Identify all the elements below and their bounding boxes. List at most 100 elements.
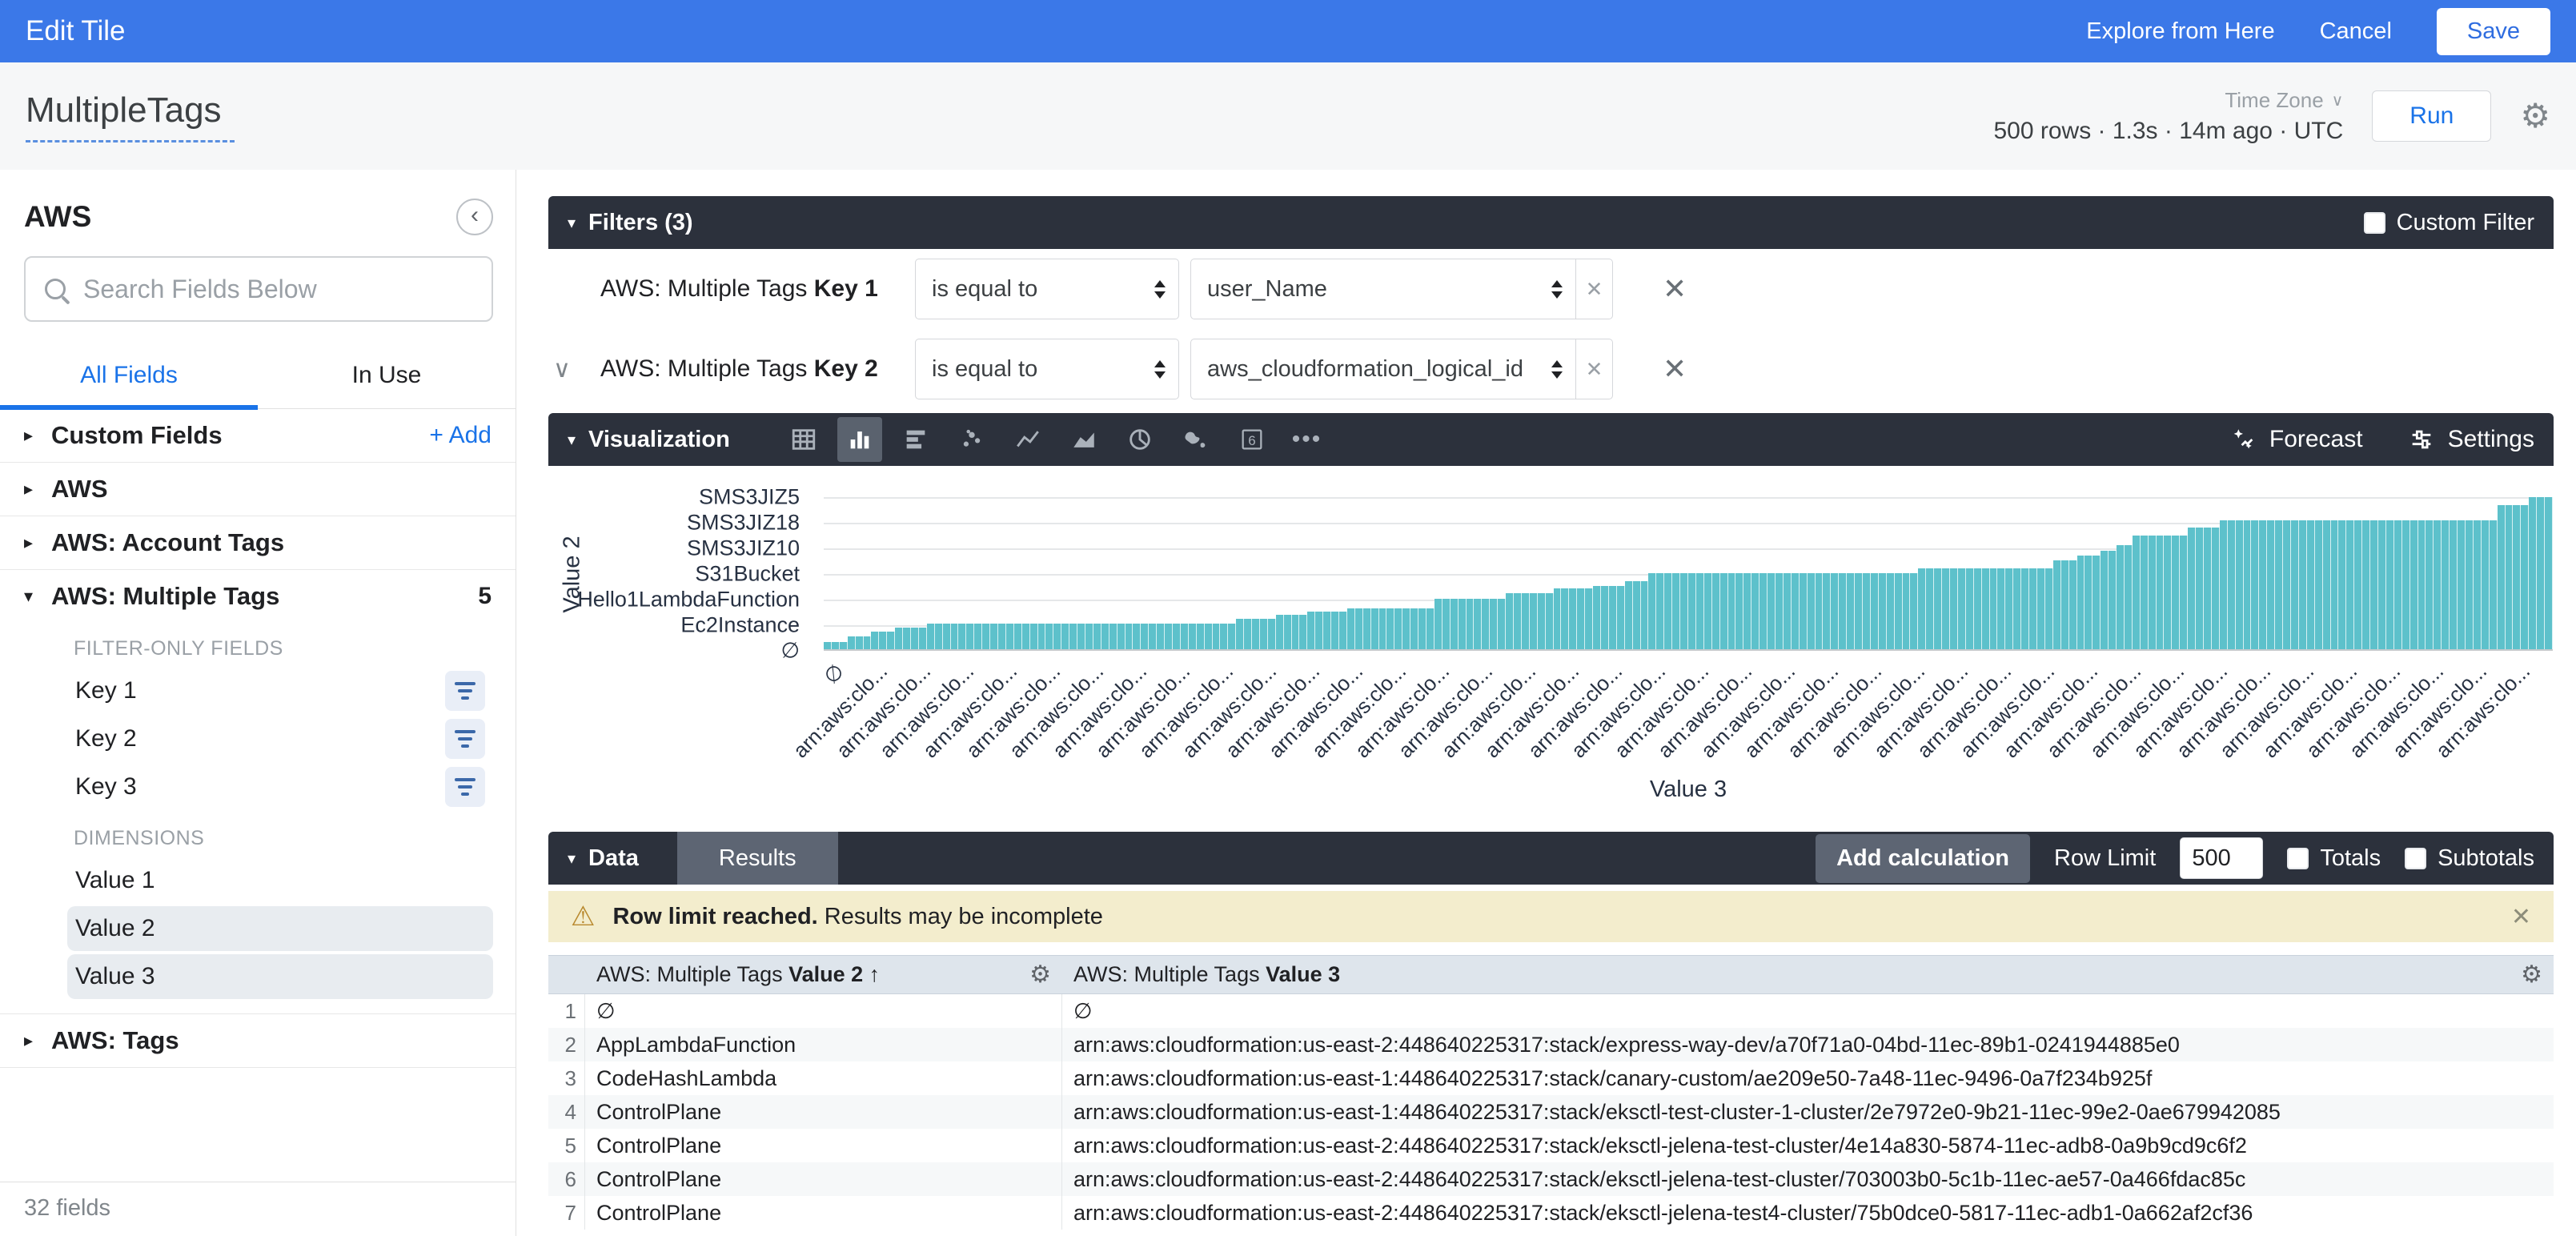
chart-bar[interactable]	[1331, 612, 1339, 650]
chart-bar[interactable]	[2251, 520, 2259, 650]
chart-bar[interactable]	[832, 642, 840, 650]
chart-bar[interactable]	[1728, 573, 1736, 649]
chart-bar[interactable]	[1688, 573, 1696, 649]
custom-filter-toggle[interactable]: Custom Filter	[2364, 210, 2534, 236]
chart-bar[interactable]	[2410, 520, 2418, 650]
chart-bar[interactable]	[2506, 505, 2514, 650]
chart-bar[interactable]	[895, 628, 903, 649]
chart-bar[interactable]	[2482, 520, 2490, 650]
run-button[interactable]: Run	[2372, 90, 2491, 142]
chart-bar[interactable]	[1418, 608, 1426, 649]
dismiss-warning-button[interactable]: ✕	[2511, 903, 2531, 931]
visualization-header[interactable]: ▾ Visualization	[548, 413, 2554, 466]
chart-bar[interactable]	[966, 624, 974, 649]
chart-bar[interactable]	[1530, 593, 1538, 649]
chart-bar[interactable]	[1045, 624, 1053, 649]
chart-bar[interactable]	[1459, 599, 1467, 649]
viz-type-pie-icon[interactable]	[1117, 417, 1162, 462]
chart-bar[interactable]	[1355, 608, 1363, 649]
chart-bar[interactable]	[1633, 581, 1641, 650]
viz-type-single-value-icon[interactable]: 6	[1230, 417, 1274, 462]
chart-bar[interactable]	[2045, 568, 2053, 649]
chart-bar[interactable]	[2141, 536, 2149, 650]
chart-bar[interactable]	[2220, 520, 2228, 650]
chart-bar[interactable]	[903, 628, 911, 649]
chart-bar[interactable]	[1538, 593, 1546, 649]
viz-type-area-icon[interactable]	[1061, 417, 1106, 462]
chart-bar[interactable]	[1855, 573, 1863, 649]
chart-bar[interactable]	[1268, 619, 1276, 649]
chart-bar[interactable]	[879, 632, 887, 649]
chart-bar[interactable]	[935, 624, 943, 649]
chart-bar[interactable]	[2275, 520, 2283, 650]
chart-bar[interactable]	[1061, 624, 1069, 649]
chart-bar[interactable]	[2267, 520, 2275, 650]
add-calculation-button[interactable]: Add calculation	[1816, 834, 2030, 883]
chart-bar[interactable]	[1292, 615, 1300, 649]
tab-results[interactable]: Results	[677, 832, 838, 885]
chart-bar[interactable]	[2537, 497, 2545, 649]
chart-bar[interactable]	[1442, 599, 1451, 649]
chart-bar[interactable]	[1117, 624, 1125, 649]
chart-bar[interactable]	[1467, 599, 1475, 649]
chart-bar[interactable]	[974, 624, 982, 649]
chart-bar[interactable]	[2426, 520, 2434, 650]
chart-bar[interactable]	[1593, 586, 1601, 649]
chart-bar[interactable]	[1561, 588, 1569, 649]
dimension-field-item[interactable]: Value 2	[67, 906, 493, 951]
chart-bar[interactable]	[2133, 536, 2141, 650]
totals-checkbox[interactable]	[2287, 848, 2309, 869]
chart-bar[interactable]	[1712, 573, 1720, 649]
chart-bar[interactable]	[2204, 528, 2212, 649]
chart-bar[interactable]	[2450, 520, 2458, 650]
chart-bar[interactable]	[1522, 593, 1530, 649]
chart-bar[interactable]	[2402, 520, 2410, 650]
chart-bar[interactable]	[1800, 573, 1808, 649]
chart-bar[interactable]	[1966, 568, 1974, 649]
chart-bar[interactable]	[2236, 520, 2244, 650]
chart-bar[interactable]	[824, 642, 832, 650]
chart-bar[interactable]	[2354, 520, 2362, 650]
chart-bar[interactable]	[2037, 568, 2045, 649]
chart-bar[interactable]	[2442, 520, 2450, 650]
chart-bar[interactable]	[1903, 573, 1911, 649]
chart-bar[interactable]	[1871, 573, 1879, 649]
chart-bar[interactable]	[1189, 624, 1197, 649]
chart-bar[interactable]	[998, 624, 1006, 649]
chart-bar[interactable]	[2164, 536, 2172, 650]
chart-bar[interactable]	[1498, 599, 1506, 649]
chart-bar[interactable]	[1776, 573, 1784, 649]
chart-bar[interactable]	[1863, 573, 1871, 649]
chart-bar[interactable]	[1990, 568, 1998, 649]
chart-bar[interactable]	[1093, 624, 1101, 649]
chart-bar[interactable]	[1197, 624, 1205, 649]
chart-bar[interactable]	[1751, 573, 1759, 649]
remove-filter-button[interactable]: ✕	[1663, 272, 1687, 306]
chart-bar[interactable]	[1720, 573, 1728, 649]
gear-icon[interactable]: ⚙	[2520, 99, 2550, 133]
chart-bar[interactable]	[1490, 599, 1498, 649]
chart-bar[interactable]	[1307, 612, 1315, 650]
sidebar-item-aws-tags[interactable]: ▸ AWS: Tags	[0, 1014, 516, 1067]
chart-bar[interactable]	[2529, 497, 2537, 649]
chart-bar[interactable]	[919, 628, 927, 649]
chart-bar[interactable]	[1664, 573, 1672, 649]
chart-bar[interactable]	[1997, 568, 2005, 649]
forecast-button[interactable]: Forecast	[2229, 426, 2363, 453]
sidebar-item-custom-fields[interactable]: ▸ Custom Fields + Add	[0, 409, 516, 462]
chart-bar[interactable]	[1735, 573, 1743, 649]
chart-bar[interactable]	[2029, 568, 2037, 649]
table-row[interactable]: 4 ControlPlane arn:aws:cloudformation:us…	[548, 1095, 2554, 1129]
chart-bar[interactable]	[871, 632, 879, 649]
filter-only-field-item[interactable]: Key 1	[67, 668, 493, 713]
chart-bar[interactable]	[2005, 568, 2013, 649]
chart-bar[interactable]	[2053, 560, 2061, 649]
chart-bar[interactable]	[1910, 573, 1918, 649]
chart-bar[interactable]	[1950, 568, 1958, 649]
tab-in-use[interactable]: In Use	[258, 346, 516, 408]
chart-bar[interactable]	[1371, 608, 1379, 649]
filter-only-field-item[interactable]: Key 2	[67, 716, 493, 761]
chart-bar[interactable]	[1704, 573, 1712, 649]
chart-bar[interactable]	[2331, 520, 2339, 650]
sidebar-item-aws-account-tags[interactable]: ▸ AWS: Account Tags	[0, 516, 516, 569]
